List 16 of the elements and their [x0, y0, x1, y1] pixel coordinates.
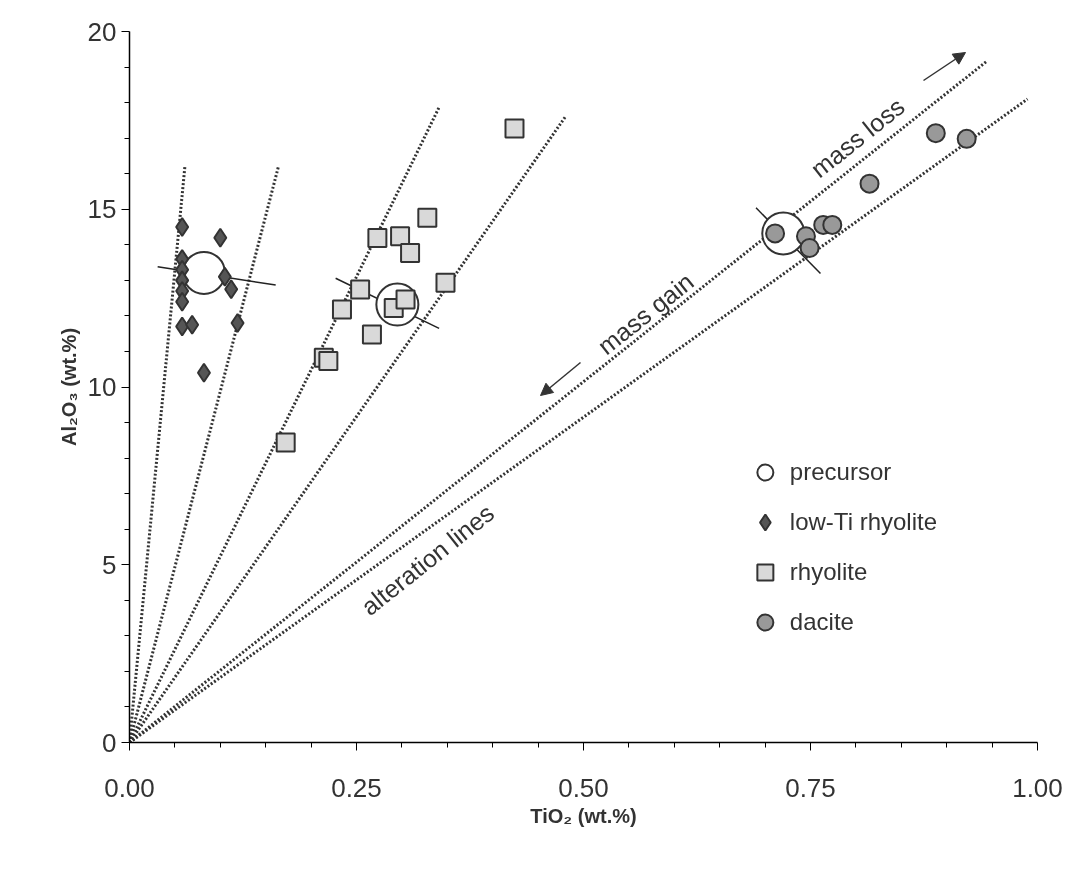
- x-tick-label: 0.75: [785, 772, 836, 803]
- legend-label: rhyolite: [789, 558, 868, 586]
- y-tick-label: 5: [102, 549, 117, 580]
- legend-label: low-Ti rhyolite: [789, 508, 937, 536]
- x-tick-label: 0.00: [104, 772, 155, 803]
- x-axis-title: TiO₂ (wt.%): [530, 804, 637, 827]
- y-axis-title: Al₂O₃ (wt.%): [57, 327, 80, 447]
- x-tick-label: 0.25: [331, 772, 382, 803]
- legend-label: precursor: [789, 458, 892, 486]
- y-tick-label: 0: [102, 727, 117, 758]
- x-tick-label: 0.50: [558, 772, 609, 803]
- y-tick-label: 10: [87, 372, 117, 402]
- x-tick-label: 1.00: [1012, 772, 1063, 803]
- legend-label: dacite: [789, 608, 854, 636]
- y-tick-label: 15: [87, 194, 117, 225]
- y-tick-label: 20: [87, 16, 117, 47]
